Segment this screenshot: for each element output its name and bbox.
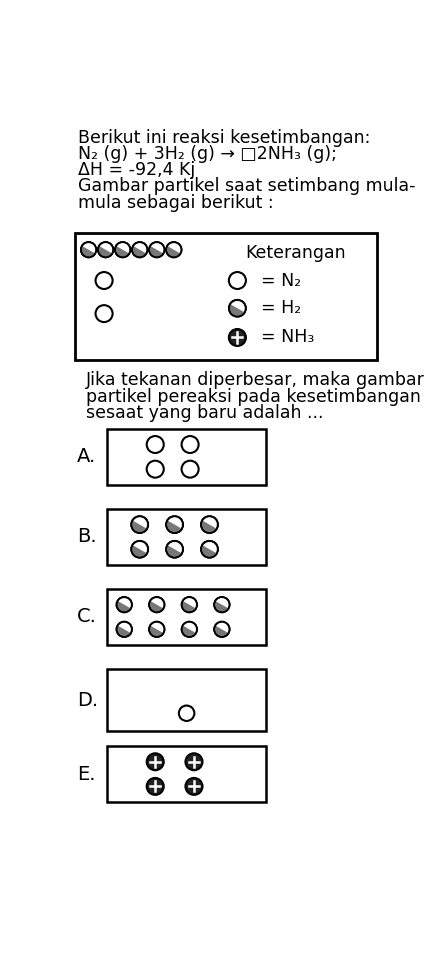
Bar	[107, 429, 266, 485]
Circle shape	[98, 242, 114, 258]
Circle shape	[186, 753, 202, 770]
Wedge shape	[83, 243, 95, 253]
Circle shape	[166, 516, 183, 533]
Wedge shape	[118, 598, 131, 608]
Bar	[75, 233, 377, 360]
Text: Keterangan: Keterangan	[245, 243, 346, 262]
Circle shape	[201, 516, 218, 533]
Wedge shape	[168, 243, 180, 253]
Wedge shape	[151, 623, 164, 632]
Wedge shape	[168, 517, 182, 528]
Wedge shape	[203, 517, 217, 528]
Text: = H₂: = H₂	[261, 299, 301, 317]
Circle shape	[115, 242, 130, 258]
Text: mula sebagai berikut :: mula sebagai berikut :	[79, 194, 274, 212]
Wedge shape	[117, 243, 129, 253]
Text: Berikut ini reaksi kesetimbangan:: Berikut ini reaksi kesetimbangan:	[79, 128, 371, 147]
Text: E.: E.	[77, 764, 95, 784]
Circle shape	[166, 242, 182, 258]
Circle shape	[166, 540, 183, 558]
Wedge shape	[134, 243, 146, 253]
Text: A.: A.	[77, 447, 96, 467]
Bar	[107, 746, 266, 802]
Circle shape	[229, 329, 246, 346]
Wedge shape	[100, 243, 112, 253]
Wedge shape	[231, 301, 244, 312]
Circle shape	[147, 778, 164, 795]
Circle shape	[81, 242, 96, 258]
Text: B.: B.	[77, 528, 96, 546]
Circle shape	[182, 597, 197, 612]
Text: partikel pereaksi pada kesetimbangan: partikel pereaksi pada kesetimbangan	[86, 388, 421, 405]
Circle shape	[147, 753, 164, 770]
Wedge shape	[133, 517, 147, 528]
Wedge shape	[216, 623, 229, 632]
Text: N₂ (g) + 3H₂ (g) → □2NH₃ (g);: N₂ (g) + 3H₂ (g) → □2NH₃ (g);	[79, 145, 337, 163]
Wedge shape	[216, 598, 229, 608]
Circle shape	[132, 242, 148, 258]
Circle shape	[131, 516, 148, 533]
Bar	[107, 589, 266, 645]
Circle shape	[214, 622, 230, 637]
Circle shape	[229, 300, 246, 317]
Wedge shape	[151, 243, 164, 253]
Circle shape	[201, 540, 218, 558]
Circle shape	[149, 597, 164, 612]
Bar	[107, 510, 266, 564]
Circle shape	[131, 540, 148, 558]
Text: Jika tekanan diperbesar, maka gambar: Jika tekanan diperbesar, maka gambar	[86, 372, 425, 389]
Circle shape	[214, 597, 230, 612]
Text: Gambar partikel saat setimbang mula-: Gambar partikel saat setimbang mula-	[79, 177, 416, 195]
Wedge shape	[168, 542, 182, 553]
Text: ΔH = -92,4 Kj: ΔH = -92,4 Kj	[79, 161, 196, 179]
Text: = NH₃: = NH₃	[261, 329, 314, 347]
Text: = N₂: = N₂	[261, 271, 301, 289]
Circle shape	[149, 622, 164, 637]
Wedge shape	[203, 542, 217, 553]
Wedge shape	[151, 598, 164, 608]
Wedge shape	[183, 598, 196, 608]
Circle shape	[186, 778, 202, 795]
Text: sesaat yang baru adalah ...: sesaat yang baru adalah ...	[86, 403, 324, 422]
Bar	[107, 670, 266, 731]
Circle shape	[182, 622, 197, 637]
Wedge shape	[118, 623, 131, 632]
Circle shape	[149, 242, 164, 258]
Wedge shape	[133, 542, 147, 553]
Circle shape	[117, 622, 132, 637]
Wedge shape	[183, 623, 196, 632]
Text: C.: C.	[77, 607, 97, 627]
Circle shape	[117, 597, 132, 612]
Text: D.: D.	[77, 691, 98, 710]
